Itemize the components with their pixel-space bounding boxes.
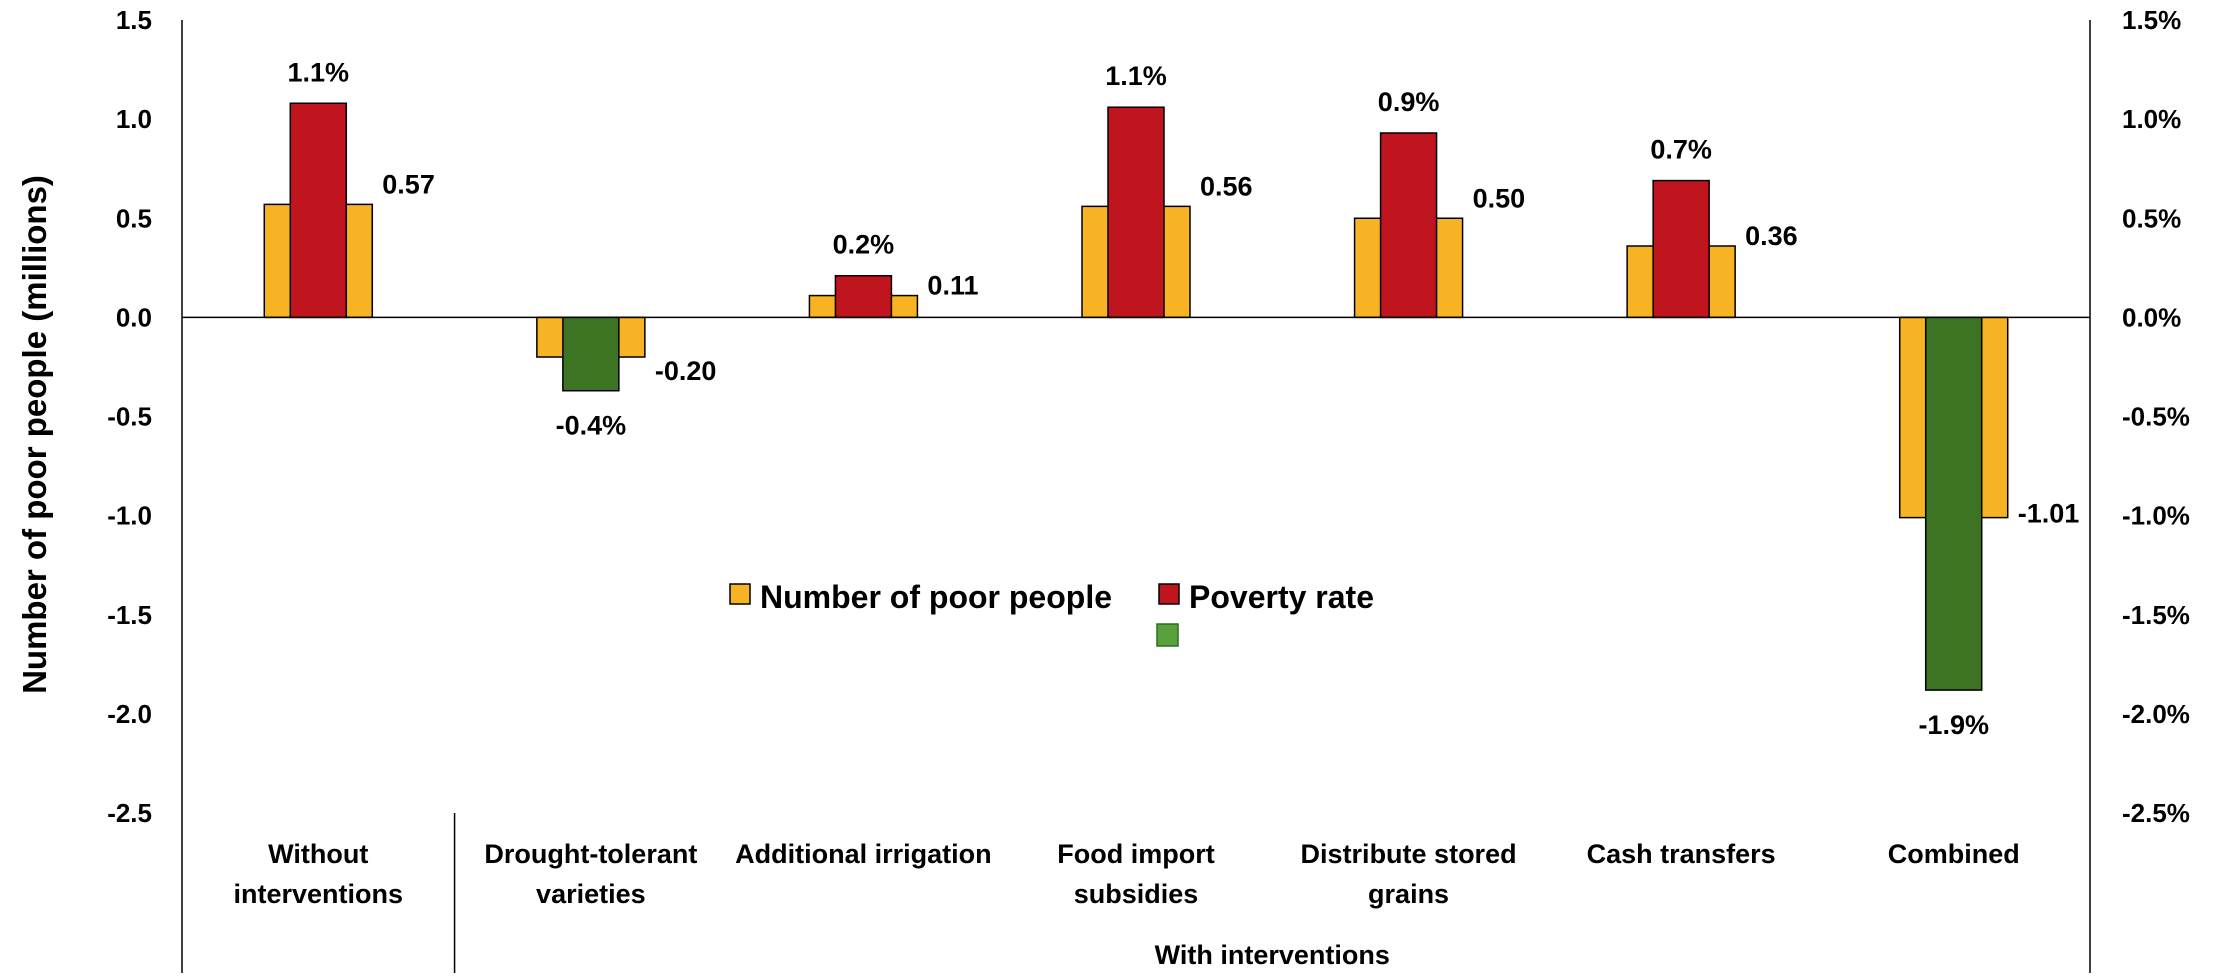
data-label-number: 0.11 [927, 271, 978, 301]
y-tick-label: -0.5 [107, 402, 152, 432]
category-label: Drought-tolerant [484, 839, 697, 869]
y2-tick-label: 0.0% [2122, 302, 2181, 332]
data-label-number: -1.01 [2018, 499, 2080, 529]
y2-tick-label: 1.5% [2122, 5, 2181, 35]
y-tick-label: 1.0 [116, 104, 152, 134]
data-label-rate: 1.1% [1105, 61, 1167, 91]
bar-poverty-rate [1924, 316, 1983, 691]
category-label: Cash transfers [1587, 839, 1776, 869]
legend-label-rate: Poverty rate [1189, 579, 1374, 615]
y-tick-label: -2.0 [107, 699, 152, 729]
y2-tick-label: -2.5% [2122, 798, 2190, 828]
bar-poverty-rate [1107, 106, 1165, 319]
category-label: Additional irrigation [735, 839, 992, 869]
category-label: Combined [1888, 839, 2020, 869]
y-tick-label: -1.0 [107, 501, 152, 531]
y-tick-label: -2.5 [107, 798, 152, 828]
category-label: Food import [1057, 839, 1214, 869]
data-label-rate: 1.1% [288, 57, 350, 87]
data-label-number: 0.56 [1200, 171, 1253, 201]
bar-poverty-rate [834, 274, 893, 319]
legend-swatch-rate [1158, 583, 1180, 605]
data-label-rate: 0.7% [1650, 135, 1712, 165]
category-label: Without [268, 839, 368, 869]
bar-poverty-rate [1379, 132, 1438, 319]
category-label: subsidies [1074, 879, 1199, 909]
category-label: Distribute stored [1301, 839, 1517, 869]
data-label-rate: 0.9% [1378, 87, 1440, 117]
category-label: grains [1368, 879, 1449, 909]
y-tick-label: 0.5 [116, 203, 152, 233]
data-label-number: 0.50 [1473, 183, 1526, 213]
data-label-number: 0.57 [382, 169, 435, 199]
bar-poverty-rate [1652, 179, 1710, 319]
y-axis-title: Number of poor people (millions) [16, 175, 53, 694]
data-label-number: -0.20 [655, 356, 717, 386]
y-tick-label: 1.5 [116, 5, 152, 35]
legend-label-number: Number of poor people [760, 579, 1112, 615]
category-label: varieties [536, 879, 646, 909]
y-tick-label: 0.0 [116, 302, 152, 332]
y2-tick-label: -0.5% [2122, 402, 2190, 432]
data-label-rate: 0.2% [833, 230, 895, 260]
bar-poverty-rate [562, 316, 620, 392]
legend-swatch-number [729, 583, 751, 605]
category-label: interventions [234, 879, 404, 909]
bar-poverty-rate [289, 102, 348, 319]
data-label-rate: -0.4% [556, 411, 627, 441]
y2-tick-label: -1.0% [2122, 501, 2190, 531]
y2-tick-label: -2.0% [2122, 699, 2190, 729]
y-tick-label: -1.5 [107, 600, 152, 630]
data-label-number: 0.36 [1745, 221, 1798, 251]
y2-tick-label: -1.5% [2122, 600, 2190, 630]
y2-tick-label: 1.0% [2122, 104, 2181, 134]
data-label-rate: -1.9% [1918, 710, 1989, 740]
y2-tick-label: 0.5% [2122, 203, 2181, 233]
legend-swatch-extra [1156, 623, 1179, 647]
group-label: With interventions [1155, 940, 1390, 970]
